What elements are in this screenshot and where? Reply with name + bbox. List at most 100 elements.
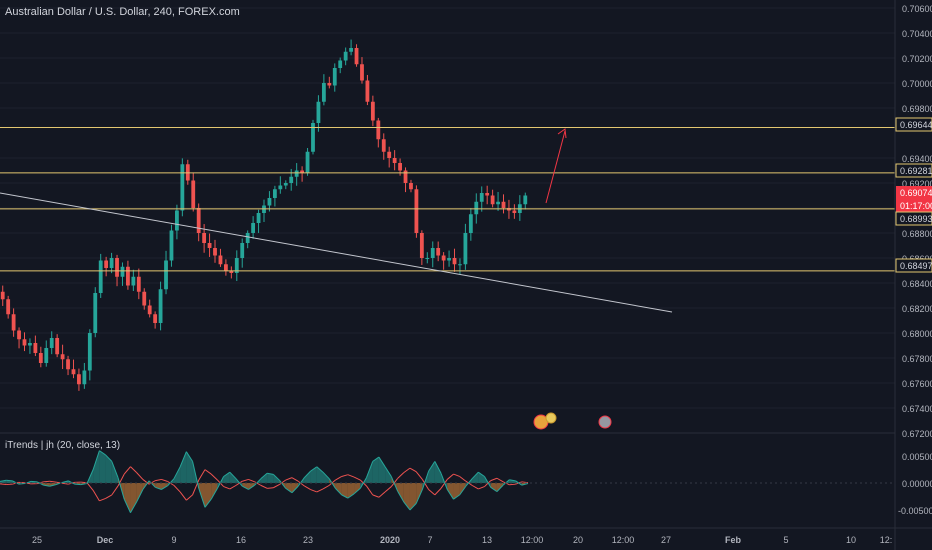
candle-body	[60, 354, 65, 360]
candle-body	[343, 51, 348, 61]
indicator-main-line	[80, 483, 88, 486]
indicator-area-segment	[267, 473, 274, 483]
indicator-main-line	[148, 480, 156, 488]
time-axis-label: 20	[573, 535, 583, 545]
price-tag-label: 0.69074	[900, 188, 932, 198]
candle-body	[66, 359, 70, 370]
indicator-area-segment	[99, 450, 106, 483]
itrends-indicator[interactable]	[0, 450, 895, 513]
price-tag-box	[896, 199, 932, 212]
candle-body	[321, 83, 326, 102]
indicator-area-segment	[472, 472, 479, 483]
indicator-signal-line	[111, 485, 119, 496]
indicator-main-line	[285, 487, 293, 494]
price-axis-label: 0.68400	[902, 279, 932, 289]
candle-body	[245, 233, 250, 243]
indicator-main-line	[167, 478, 175, 487]
candlestick-series[interactable]	[0, 39, 528, 391]
indicator-area-segment	[180, 451, 187, 483]
trendline[interactable]	[0, 192, 673, 313]
indicator-signal-line	[254, 481, 262, 486]
time-axis-label: 13	[482, 535, 492, 545]
price-axis-label: 0.67200	[902, 429, 932, 439]
indicator-title: iTrends | jh (20, close, 13)	[5, 440, 121, 451]
candle-body	[305, 151, 310, 173]
candle-body	[93, 293, 98, 333]
indicator-main-line	[347, 493, 355, 499]
indicator-signal-line	[347, 474, 355, 478]
indicator-area-segment	[211, 483, 218, 500]
indicator-main-line	[297, 477, 305, 487]
candle-body	[392, 158, 397, 163]
indicator-area-segment	[422, 471, 429, 490]
indicator-signal-line	[310, 489, 317, 493]
indicator-signal-line	[465, 480, 473, 486]
candle-body	[496, 201, 500, 205]
time-axis-label: 10	[846, 535, 856, 545]
indicator-main-line	[142, 480, 150, 490]
indicator-area-segment	[354, 483, 361, 494]
indicator-main-line	[99, 450, 106, 456]
indicator-signal-line	[471, 484, 479, 490]
indicator-main-line	[130, 501, 138, 513]
candle-body	[272, 189, 277, 198]
indicator-main-line	[521, 483, 529, 486]
indicator-main-line	[397, 490, 405, 503]
indicator-main-line	[31, 480, 38, 483]
indicator-area-segment	[310, 466, 317, 483]
candle-body	[381, 139, 386, 152]
indicator-main-line	[409, 503, 417, 511]
indicator-main-line	[403, 501, 411, 511]
candle-body	[55, 338, 60, 355]
candle-body	[463, 233, 468, 265]
candle-body	[365, 80, 370, 102]
indicator-area-segment	[155, 483, 162, 490]
time-axis-label: 23	[303, 535, 313, 545]
candle-body	[223, 264, 228, 271]
indicator-main-line	[272, 473, 280, 481]
indicator-main-line	[185, 451, 193, 462]
news-event-icon[interactable]	[598, 415, 612, 429]
time-axis-label: Feb	[725, 535, 742, 545]
earnings-event-icon[interactable]	[545, 412, 557, 424]
price-axis-label: 0.67400	[902, 404, 932, 414]
candle-body	[196, 208, 201, 233]
candle-body	[6, 299, 11, 315]
indicator-signal-line	[397, 472, 405, 479]
indicator-area-segment	[105, 454, 112, 483]
indicator-main-line	[49, 484, 57, 487]
candle-body	[523, 195, 528, 205]
indicator-main-line	[0, 479, 7, 482]
time-axis[interactable]: 25 Dec 9 16 23 2020 7 13 12:00 20 12:00 27 Feb 5 10 12:	[32, 535, 892, 545]
event-markers[interactable]	[533, 412, 612, 430]
indicator-main-line	[6, 479, 13, 482]
indicator-signal-line	[459, 476, 467, 482]
indicator-area-segment	[173, 466, 181, 483]
indicator-main-line	[515, 480, 523, 486]
indicator-signal-line	[223, 486, 231, 490]
projection-arrow[interactable]	[545, 128, 567, 204]
indicator-signal-line	[92, 490, 100, 502]
indicator-signal-line	[521, 481, 529, 484]
indicator-signal-line	[384, 486, 392, 493]
indicator-signal-line	[304, 485, 311, 490]
candle-body	[109, 258, 114, 268]
indicator-main-line	[86, 469, 94, 484]
indicator-signal-line	[372, 494, 380, 498]
indicator-main-line	[18, 483, 25, 485]
candle-body	[175, 210, 179, 231]
candle-body	[153, 314, 158, 323]
indicator-main-line	[366, 461, 374, 478]
indicator-main-line	[502, 479, 510, 486]
horizontal-levels[interactable]	[0, 127, 895, 272]
indicator-signal-line	[428, 489, 436, 496]
price-tag-label: 0.68497	[900, 261, 932, 271]
candle-body	[294, 170, 299, 177]
indicator-area-segment	[323, 472, 330, 483]
price-axis-label: 0.68200	[902, 304, 932, 314]
candle-body	[38, 353, 43, 363]
candle-body	[82, 370, 87, 385]
indicator-main-line	[509, 479, 516, 482]
indicator-area-segment	[453, 483, 460, 500]
